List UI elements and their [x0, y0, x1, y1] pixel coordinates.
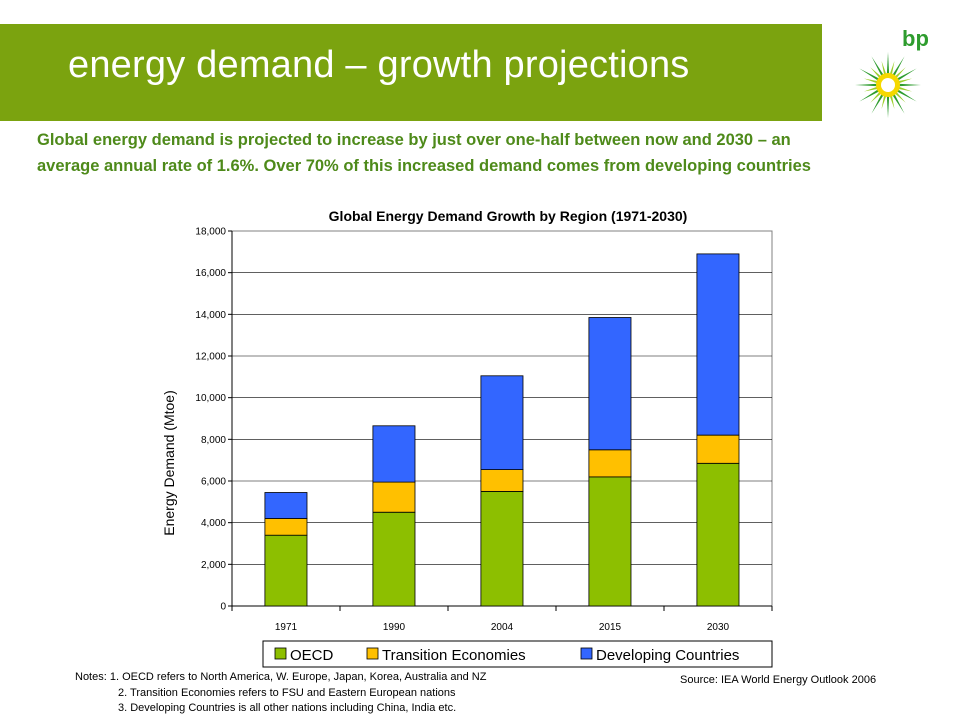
bar-developing-countries-1971 — [264, 492, 308, 519]
legend-swatch — [580, 647, 593, 660]
bar-oecd-2030 — [696, 462, 740, 607]
y-tick-label: 12,000 — [195, 352, 226, 363]
x-tick-label: 2015 — [599, 622, 622, 633]
bp-logo-text: bp — [902, 26, 929, 51]
legend-label: OECD — [290, 647, 334, 664]
y-axis-label: Energy Demand (Mtoe) — [161, 390, 177, 536]
y-tick-label: 0 — [220, 602, 226, 613]
bar-oecd-1990 — [372, 511, 416, 607]
energy-demand-chart: Global Energy Demand Growth by Region (1… — [161, 208, 773, 668]
bp-helios-logo-icon: bp — [855, 26, 929, 118]
slide-title: energy demand – growth projections — [68, 44, 690, 86]
y-tick-label: 2,000 — [201, 560, 226, 571]
source-note: Source: IEA World Energy Outlook 2006 — [680, 674, 877, 686]
x-tick-label: 1971 — [275, 622, 298, 633]
note-line: Notes: 1. OECD refers to North America, … — [75, 671, 487, 683]
bar-developing-countries-2030 — [696, 253, 740, 436]
y-tick-label: 18,000 — [195, 227, 226, 238]
legend-label: Developing Countries — [596, 647, 739, 664]
x-tick-labels: 1971 1990 2004 2015 2030 — [275, 622, 730, 633]
bar-oecd-2004 — [480, 490, 524, 607]
y-tick-label: 10,000 — [195, 393, 226, 404]
chart-title: Global Energy Demand Growth by Region (1… — [329, 208, 688, 224]
bar-developing-countries-2015 — [588, 317, 632, 451]
legend-box — [262, 640, 773, 668]
legend-swatch — [366, 647, 379, 660]
legend-label: Transition Economies — [382, 647, 526, 664]
bar-transition-economies-1990 — [372, 481, 416, 513]
x-tick-label: 1990 — [383, 622, 406, 633]
legend-swatch — [274, 647, 287, 660]
bar-oecd-1971 — [264, 534, 308, 607]
bar-developing-countries-2004 — [480, 375, 524, 471]
intro-text: Global energy demand is projected to inc… — [37, 131, 811, 175]
y-tick-label: 8,000 — [201, 435, 226, 446]
y-tick-label: 16,000 — [195, 268, 226, 279]
chart-legend: OECD Transition Economies Developing Count… — [262, 640, 773, 668]
y-tick-label: 14,000 — [195, 310, 226, 321]
x-tick-label: 2030 — [707, 622, 730, 633]
bar-transition-economies-2004 — [480, 469, 524, 492]
note-line: 3. Developing Countries is all other nat… — [118, 702, 457, 714]
y-tick-label: 4,000 — [201, 518, 226, 529]
bar-oecd-2015 — [588, 476, 632, 607]
bar-transition-economies-2015 — [588, 449, 632, 478]
bar-developing-countries-1990 — [372, 425, 416, 483]
title-bar — [0, 24, 822, 121]
bars — [264, 253, 740, 607]
y-tick-label: 6,000 — [201, 477, 226, 488]
x-tick-label: 2004 — [491, 622, 514, 633]
bar-transition-economies-1971 — [264, 518, 308, 536]
bar-transition-economies-2030 — [696, 434, 740, 464]
note-line: 2. Transition Economies refers to FSU an… — [118, 686, 456, 699]
y-tick-labels: 0 2,000 4,000 6,000 8,000 10,000 12,000 14,000 1… — [195, 227, 226, 613]
notes: Notes: 1. OECD refers to North America, … — [75, 670, 486, 717]
